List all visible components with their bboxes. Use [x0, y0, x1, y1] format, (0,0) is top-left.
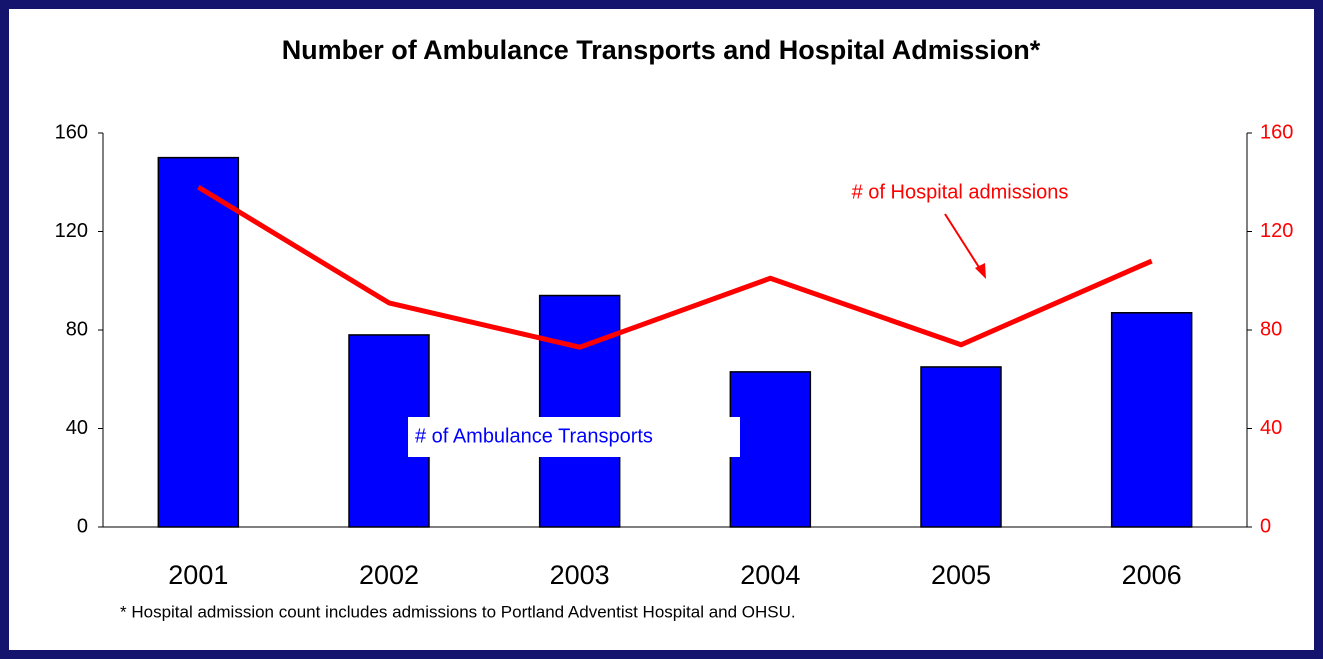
- y2-tick-label: 40: [1260, 417, 1282, 439]
- y-tick-label: 40: [66, 417, 88, 439]
- y-tick-label: 160: [55, 121, 88, 143]
- annotation-box: [408, 417, 740, 457]
- bar: [538, 294, 621, 528]
- y2-tick-label: 0: [1260, 515, 1271, 537]
- x-tick-label: 2002: [359, 560, 419, 590]
- annotation-arrowhead: [975, 263, 986, 279]
- bar: [920, 366, 1002, 528]
- y2-tick-label: 160: [1260, 121, 1293, 143]
- y-tick-label: 80: [66, 318, 88, 340]
- x-tick-label: 2005: [931, 560, 991, 590]
- annotation: # of Hospital admissions: [852, 181, 1069, 203]
- footnote: * Hospital admission count includes admi…: [120, 602, 796, 621]
- chart-title: Number of Ambulance Transports and Hospi…: [282, 35, 1041, 65]
- bar: [1110, 312, 1193, 528]
- y-tick-label: 0: [77, 515, 88, 537]
- y2-tick-label: 120: [1260, 220, 1293, 242]
- bar: [157, 156, 240, 528]
- annotation-arrow: [944, 213, 983, 273]
- x-tick-label: 2001: [168, 560, 228, 590]
- bar: [729, 371, 812, 528]
- x-tick-label: 2006: [1122, 560, 1182, 590]
- y2-tick-label: 80: [1260, 318, 1282, 340]
- annotation: # of Ambulance Transports: [415, 425, 653, 447]
- line: [197, 185, 1153, 350]
- x-tick-label: 2004: [740, 560, 800, 590]
- x-tick-label: 2003: [550, 560, 610, 590]
- y-tick-label: 120: [55, 220, 88, 242]
